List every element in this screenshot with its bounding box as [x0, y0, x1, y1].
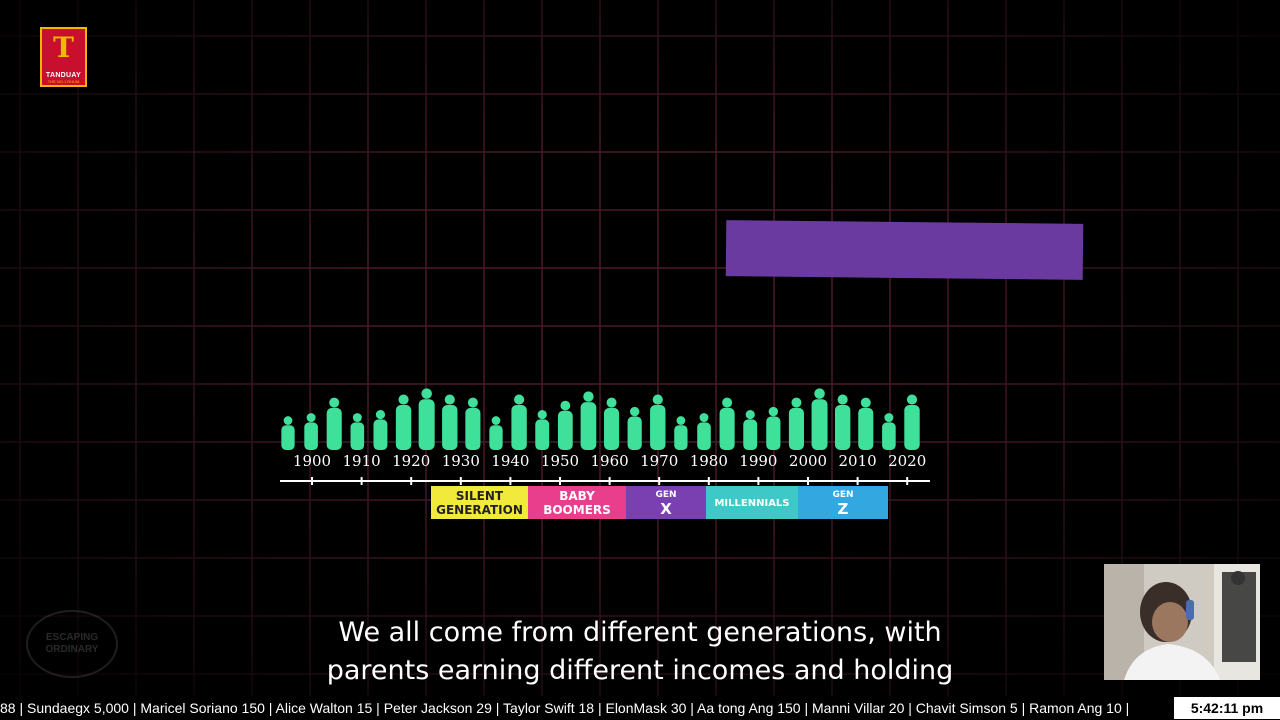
ticker-clock: 5:42:11 pm	[1174, 697, 1280, 719]
person-icon	[304, 413, 318, 450]
person-icon	[442, 394, 458, 450]
person-icon	[627, 406, 642, 450]
person-icon	[858, 397, 874, 450]
decade-label: 1960	[591, 452, 629, 470]
generation-label: MILLENNIALS	[714, 498, 789, 509]
person-icon	[650, 394, 666, 450]
person-icon	[788, 397, 804, 450]
person-icon	[535, 409, 550, 450]
person-icon	[489, 416, 503, 450]
person-icon	[719, 397, 735, 450]
decade-label: 1970	[640, 452, 678, 470]
generation-box: MILLENNIALS	[706, 486, 798, 519]
person-icon	[465, 397, 481, 450]
decade-label: 1900	[293, 452, 331, 470]
subtitle-line-1: We all come from different generations, …	[338, 617, 942, 648]
decade-label: 1990	[739, 452, 777, 470]
generation-label: BOOMERS	[543, 503, 611, 517]
subtitles: We all come from different generations, …	[240, 614, 1040, 690]
person-icon	[604, 397, 620, 450]
decade-label: 1910	[343, 452, 381, 470]
generation-label: X	[660, 500, 672, 518]
person-icon	[766, 406, 781, 450]
generation-label: GENERATION	[436, 503, 523, 517]
ticker-text: 88 | Sundaegx 5,000 | Maricel Soriano 15…	[0, 700, 1130, 716]
person-icon	[511, 394, 527, 450]
subtitle-line-2: parents earning different incomes and ho…	[326, 655, 954, 686]
decade-label: 2000	[789, 452, 827, 470]
decade-label: 1980	[690, 452, 728, 470]
generation-label: Z	[838, 500, 849, 518]
person-icon	[281, 416, 295, 450]
person-icon	[904, 394, 920, 450]
person-icon	[350, 413, 365, 450]
decade-label: 2010	[839, 452, 877, 470]
webcam-overlay	[1104, 564, 1260, 680]
logo-mark: T	[53, 31, 74, 64]
webcam-feed	[1104, 564, 1260, 680]
generation-label: GEN	[832, 490, 853, 500]
person-icon	[674, 416, 688, 450]
person-icon	[743, 409, 758, 450]
person-icon	[882, 413, 896, 450]
decade-label: 1940	[491, 452, 529, 470]
watermark-line1: ESCAPING	[45, 632, 99, 643]
decade-label: 1920	[392, 452, 430, 470]
generations-timeline: 1900 1910 1920 1930 1940 1950 1960 1970 1980 1990…	[280, 388, 930, 519]
decade-label: 1930	[442, 452, 480, 470]
generation-label: GEN	[655, 490, 676, 500]
person-icon	[580, 391, 597, 450]
highlight-bar	[725, 220, 1084, 280]
person-icon	[557, 400, 573, 450]
person-icon	[373, 409, 388, 450]
logo-brand: TANDUAY	[45, 72, 82, 79]
person-icon	[834, 394, 851, 450]
person-icon	[811, 388, 828, 450]
generation-label: SILENT	[456, 489, 504, 503]
watermark-line2: ORDINARY	[45, 644, 99, 655]
person-icon	[395, 394, 412, 450]
decade-label: 2020	[888, 452, 926, 470]
tanduay-logo: T TANDUAY THE NO.1 RHUM	[40, 27, 87, 87]
person-icon	[697, 413, 711, 450]
logo-sub: THE NO.1 RHUM	[47, 79, 80, 84]
channel-watermark: ESCAPING ORDINARY	[26, 610, 118, 678]
decade-label: 1950	[541, 452, 579, 470]
generation-label: BABY	[559, 489, 595, 503]
news-ticker: 88 | Sundaegx 5,000 | Maricel Soriano 15…	[0, 696, 1280, 720]
person-icon	[418, 388, 435, 450]
person-icon	[326, 397, 342, 450]
